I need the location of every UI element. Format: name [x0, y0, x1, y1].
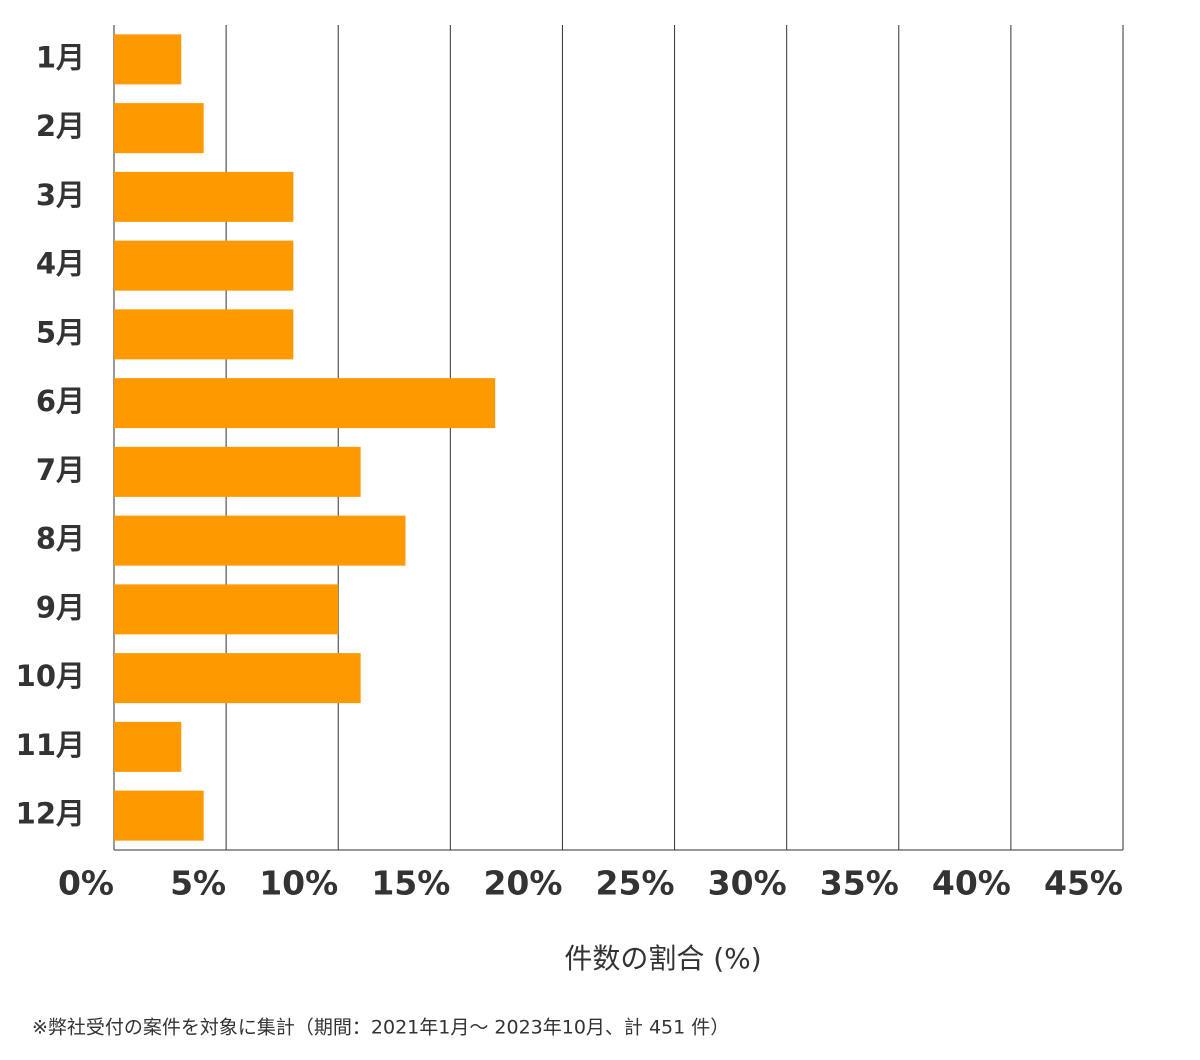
y-tick-label: 5月: [36, 315, 85, 349]
y-tick-label: 6月: [36, 384, 85, 418]
x-tick-label: 35%: [820, 864, 899, 903]
bar: [114, 240, 294, 291]
x-tick-label: 40%: [932, 864, 1011, 903]
bar: [114, 34, 182, 85]
x-tick-label: 5%: [170, 864, 226, 903]
x-tick-label: 10%: [259, 864, 338, 903]
y-tick-label: 12月: [16, 797, 85, 831]
y-tick-label: 2月: [36, 109, 85, 143]
y-tick-label: 9月: [36, 590, 85, 624]
bar: [114, 103, 204, 154]
bar: [114, 653, 361, 704]
bar: [114, 721, 182, 772]
bar: [114, 309, 294, 360]
y-tick-label: 1月: [36, 40, 85, 74]
bar: [114, 171, 294, 222]
x-tick-label: 45%: [1044, 864, 1123, 903]
x-tick-label: 0%: [58, 864, 114, 903]
bar: [114, 378, 496, 429]
footnote: ※弊社受付の案件を対象に集計（期間：2021年1月～ 2023年10月、計 45…: [32, 1017, 729, 1039]
y-tick-label: 10月: [16, 659, 85, 693]
x-tick-label: 25%: [596, 864, 675, 903]
x-tick-label: 30%: [708, 864, 787, 903]
x-tick-label: 20%: [483, 864, 562, 903]
y-tick-label: 3月: [36, 178, 85, 212]
x-axis-title: 件数の割合 (%): [564, 942, 761, 975]
x-tick-label: 15%: [371, 864, 450, 903]
y-tick-label: 8月: [36, 522, 85, 556]
y-tick-label: 7月: [36, 453, 85, 487]
y-tick-label: 4月: [36, 247, 85, 281]
bar: [114, 584, 339, 635]
bar: [114, 790, 204, 841]
y-tick-label: 11月: [16, 728, 85, 762]
bar: [114, 446, 361, 497]
bar: [114, 515, 406, 566]
